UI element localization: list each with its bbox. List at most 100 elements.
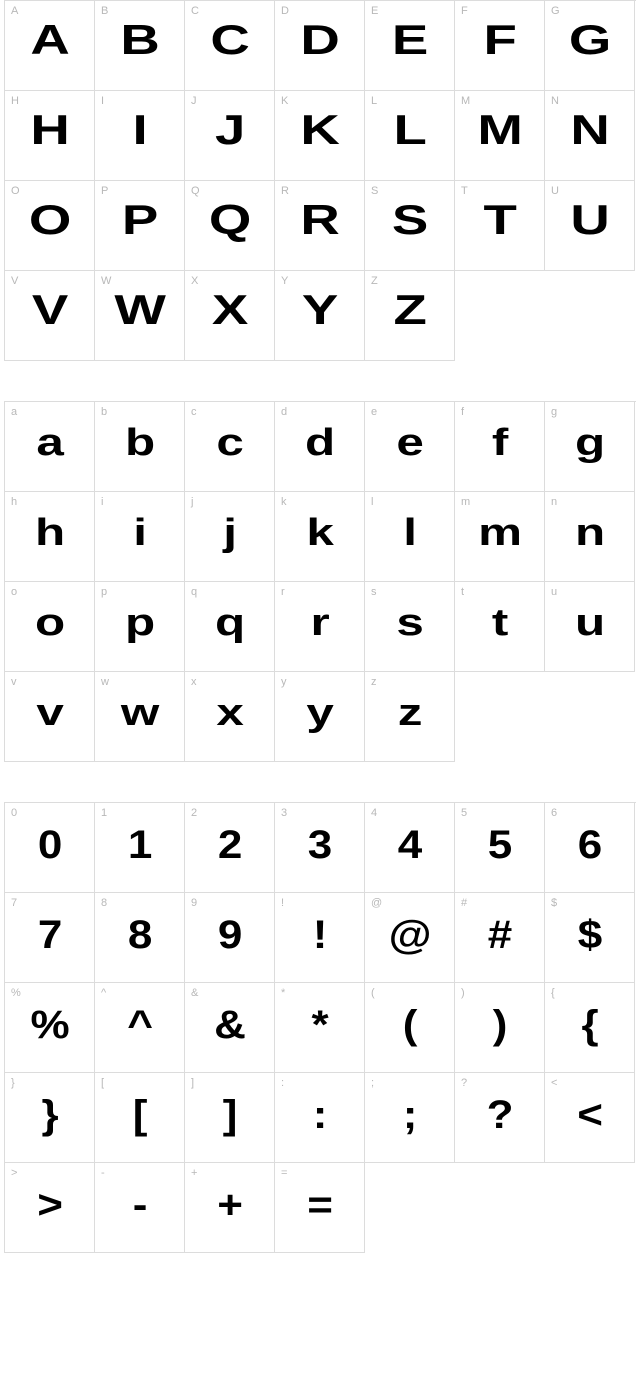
cell-label: n	[551, 496, 557, 508]
cell-label: Z	[371, 275, 378, 287]
cell-glyph: &	[181, 1005, 279, 1045]
glyph-cell: nn	[545, 492, 635, 582]
cell-label: X	[191, 275, 198, 287]
glyph-cell: GG	[545, 1, 635, 91]
cell-label: K	[281, 95, 288, 107]
section-symbols: 00112233445566778899!!@@##$$%%^^&&**(())…	[0, 802, 640, 1253]
cell-glyph: $	[541, 915, 639, 955]
cell-glyph: 6	[541, 825, 639, 865]
cell-glyph: u	[532, 604, 640, 642]
glyph-cell: zz	[365, 672, 455, 762]
cell-label: @	[371, 897, 382, 909]
cell-label: Y	[281, 275, 288, 287]
cell-label: F	[461, 5, 468, 17]
cell-label: j	[191, 496, 193, 508]
cell-glyph: #	[451, 915, 549, 955]
cell-glyph: :	[271, 1095, 369, 1135]
cell-glyph: *	[271, 1005, 369, 1045]
cell-label: [	[101, 1077, 104, 1089]
glyph-cell: 00	[5, 803, 95, 893]
cell-glyph: ?	[451, 1095, 549, 1135]
glyph-cell: 55	[455, 803, 545, 893]
glyph-cell: ((	[365, 983, 455, 1073]
cell-label: v	[11, 676, 17, 688]
cell-glyph: G	[532, 19, 640, 61]
glyph-cell: **	[275, 983, 365, 1073]
glyph-cell: gg	[545, 402, 635, 492]
glyph-cell: 99	[185, 893, 275, 983]
cell-label: 9	[191, 897, 197, 909]
cell-label: :	[281, 1077, 284, 1089]
glyph-cell: [[	[95, 1073, 185, 1163]
cell-glyph: [	[91, 1095, 189, 1135]
cell-glyph: ^	[91, 1005, 189, 1045]
cell-label: $	[551, 897, 557, 909]
glyph-cell: <<	[545, 1073, 635, 1163]
glyph-cell: ++	[185, 1163, 275, 1253]
cell-label: M	[461, 95, 470, 107]
glyph-cell: %%	[5, 983, 95, 1073]
cell-label: d	[281, 406, 287, 418]
glyph-cell: uu	[545, 582, 635, 672]
cell-label: 3	[281, 807, 287, 819]
glyph-cell: --	[95, 1163, 185, 1253]
glyph-cell: 66	[545, 803, 635, 893]
cell-label: w	[101, 676, 109, 688]
cell-glyph: ;	[361, 1095, 459, 1135]
cell-label: h	[11, 496, 17, 508]
cell-glyph: g	[532, 424, 640, 462]
cell-label: 2	[191, 807, 197, 819]
glyph-cell: ^^	[95, 983, 185, 1073]
cell-label: (	[371, 987, 375, 999]
cell-glyph: 5	[451, 825, 549, 865]
cell-label: E	[371, 5, 378, 17]
cell-label: 8	[101, 897, 107, 909]
cell-label: 5	[461, 807, 467, 819]
cell-label: g	[551, 406, 557, 418]
cell-glyph: 7	[1, 915, 99, 955]
cell-label: p	[101, 586, 107, 598]
section-uppercase: AABBCCDDEEFFGGHHIIJJKKLLMMNNOOPPQQRRSSTT…	[0, 0, 640, 361]
cell-label: W	[101, 275, 111, 287]
cell-glyph: 3	[271, 825, 369, 865]
cell-label: R	[281, 185, 289, 197]
cell-label: B	[101, 5, 108, 17]
glyph-cell: 11	[95, 803, 185, 893]
cell-glyph: =	[271, 1185, 369, 1225]
cell-label: -	[101, 1167, 105, 1179]
glyph-cell: ::	[275, 1073, 365, 1163]
cell-glyph: 1	[91, 825, 189, 865]
cell-glyph: {	[541, 1005, 639, 1045]
glyph-cell: ##	[455, 893, 545, 983]
cell-label: ?	[461, 1077, 467, 1089]
cell-label: ]	[191, 1077, 194, 1089]
section-lowercase: aabbccddeeffgghhiijjkkllmmnnooppqqrrsstt…	[0, 401, 640, 762]
glyph-cell: &&	[185, 983, 275, 1073]
cell-label: k	[281, 496, 287, 508]
cell-label: >	[11, 1167, 17, 1179]
cell-label: =	[281, 1167, 287, 1179]
cell-label: U	[551, 185, 559, 197]
cell-label: q	[191, 586, 197, 598]
cell-label: C	[191, 5, 199, 17]
cell-label: I	[101, 95, 104, 107]
cell-label: l	[371, 496, 373, 508]
cell-label: P	[101, 185, 108, 197]
cell-glyph: !	[271, 915, 369, 955]
glyph-cell: NN	[545, 91, 635, 181]
character-map: AABBCCDDEEFFGGHHIIJJKKLLMMNNOOPPQQRRSSTT…	[0, 0, 640, 1253]
cell-label: f	[461, 406, 464, 418]
cell-glyph: ]	[181, 1095, 279, 1135]
cell-label: T	[461, 185, 468, 197]
cell-label: %	[11, 987, 21, 999]
cell-label: x	[191, 676, 197, 688]
cell-label: L	[371, 95, 377, 107]
glyph-cell: }}	[5, 1073, 95, 1163]
cell-label: #	[461, 897, 467, 909]
cell-glyph: +	[181, 1185, 279, 1225]
glyph-grid: 00112233445566778899!!@@##$$%%^^&&**(())…	[4, 802, 636, 1253]
cell-label: O	[11, 185, 20, 197]
cell-label: m	[461, 496, 470, 508]
cell-label: y	[281, 676, 287, 688]
cell-label: S	[371, 185, 378, 197]
